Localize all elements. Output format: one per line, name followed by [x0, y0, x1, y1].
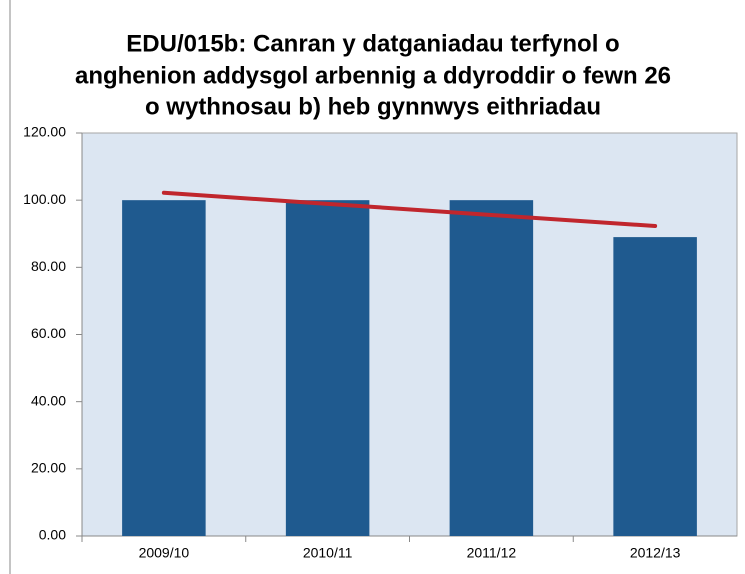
chart-title: o wythnosau b) heb gynnwys eithriadau	[145, 93, 601, 120]
bar	[285, 200, 370, 536]
x-tick-label: 2012/13	[630, 545, 681, 561]
trend-line	[161, 190, 658, 229]
y-tick-label: 20.00	[31, 460, 66, 476]
y-tick-label: 60.00	[31, 325, 66, 341]
chart-title: anghenion addysgol arbennig a ddyroddir …	[75, 62, 671, 89]
y-tick-label: 80.00	[31, 258, 66, 274]
chart-title: EDU/015b: Canran y datganiadau terfynol …	[126, 30, 619, 57]
y-tick-label: 120.00	[23, 124, 66, 140]
y-tick-label: 40.00	[31, 392, 66, 408]
y-tick-label: 100.00	[23, 191, 66, 207]
y-tick-label: 0.00	[39, 527, 66, 543]
x-tick-label: 2009/10	[139, 545, 190, 561]
bar	[449, 200, 534, 536]
bar	[122, 200, 206, 536]
bar	[613, 237, 697, 536]
x-tick-label: 2010/11	[303, 545, 353, 561]
x-tick-label: 2011/12	[467, 545, 517, 561]
